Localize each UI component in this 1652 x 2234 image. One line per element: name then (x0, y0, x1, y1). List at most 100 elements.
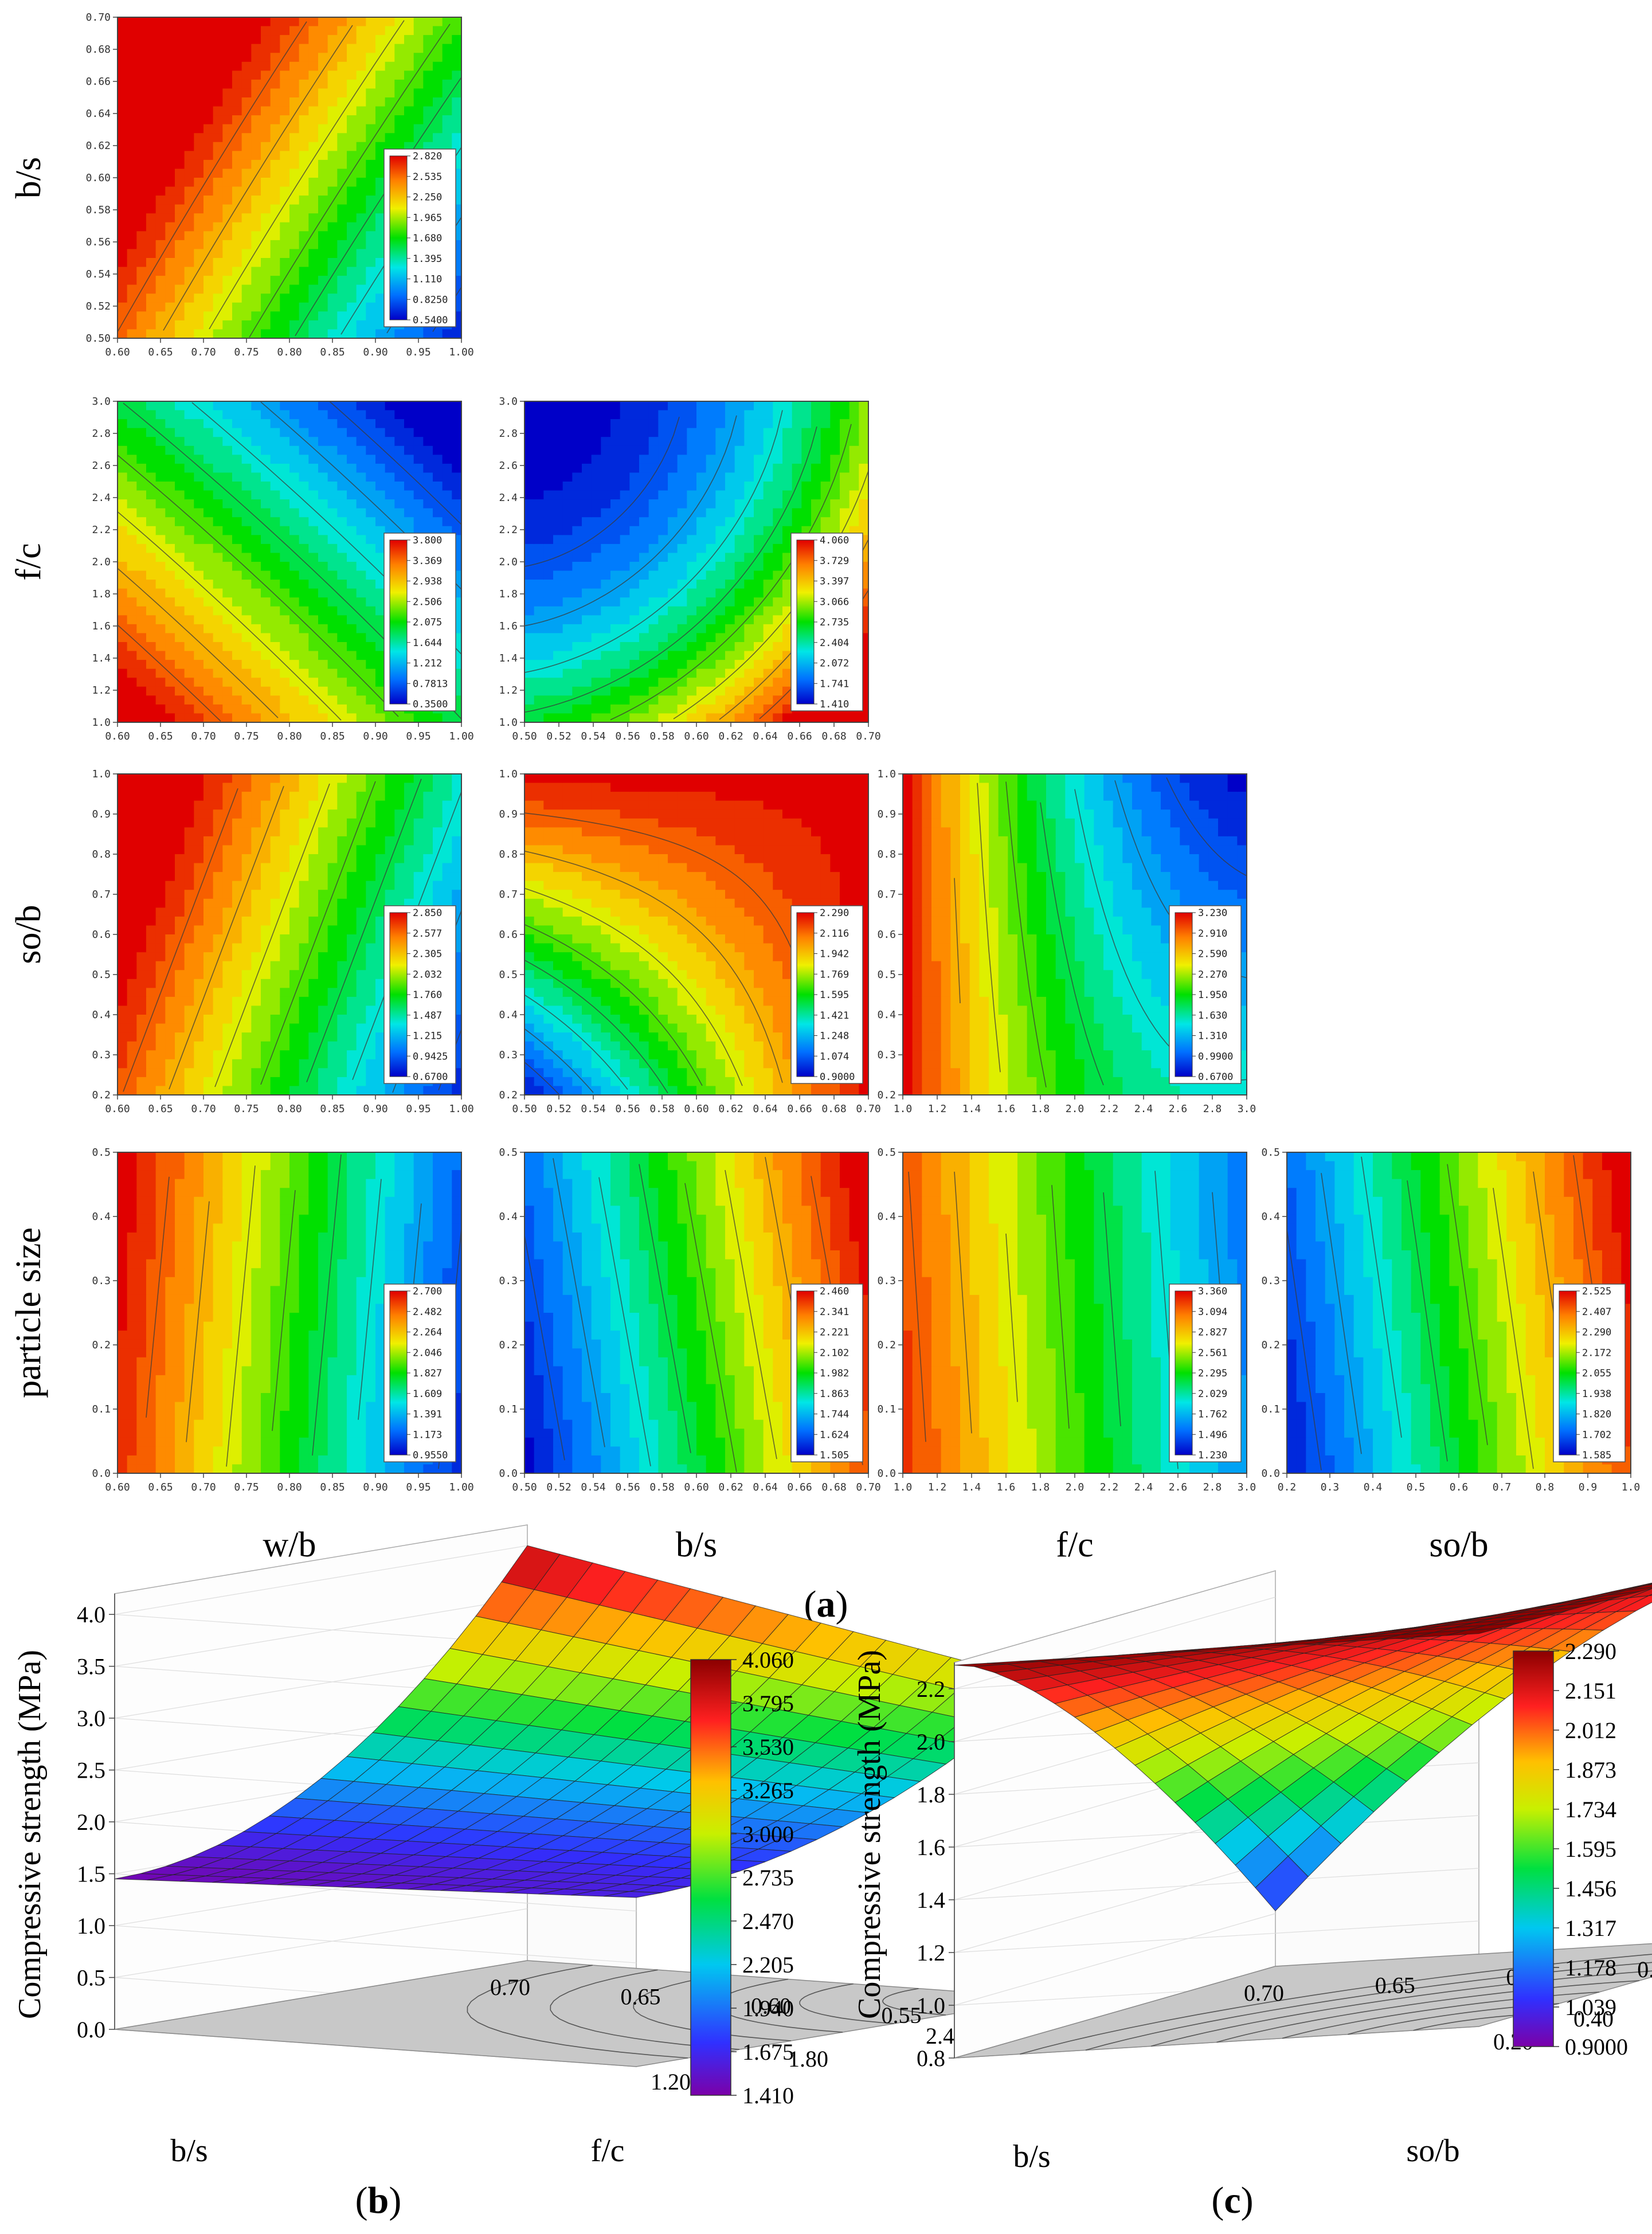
contour-cell (251, 482, 261, 491)
contour-cell (543, 669, 553, 678)
contour-cell (414, 472, 424, 482)
contour-cell (222, 205, 232, 214)
contour-cell (850, 428, 859, 437)
contour-cell (185, 294, 194, 303)
contour-cell (232, 1086, 242, 1095)
contour-cell (232, 535, 242, 544)
contour-cell (194, 934, 203, 944)
contour-cell (242, 827, 252, 836)
contour-cell (118, 26, 127, 36)
contour-cell (543, 410, 553, 420)
contour-cell (156, 410, 166, 420)
contour-cell (318, 863, 328, 873)
contour-cell (175, 320, 185, 330)
contour-cell (280, 240, 289, 249)
contour-cell (754, 428, 764, 437)
y-tick-label: 3.0 (92, 396, 111, 408)
contour-cell (782, 410, 792, 420)
contour-cell (811, 491, 821, 500)
contour-cell (582, 678, 592, 687)
contour-cell (357, 267, 366, 276)
contour-cell (337, 783, 347, 792)
contour-cell (629, 482, 639, 491)
contour-cell (299, 642, 309, 651)
contour-cell (289, 899, 299, 908)
contour-cell (534, 597, 544, 607)
contour-cell (299, 151, 309, 160)
contour-cell (165, 1015, 175, 1024)
contour-cell (754, 562, 764, 571)
contour-cell (289, 1024, 299, 1033)
contour-cell (347, 925, 357, 934)
contour-cell (754, 713, 764, 722)
contour-cell (280, 615, 289, 624)
contour-cell (299, 535, 309, 544)
contour-cell (271, 53, 280, 62)
contour-cell (136, 705, 146, 714)
contour-cell (271, 285, 280, 294)
contour-cell (715, 669, 725, 678)
contour-cell (347, 872, 357, 881)
contour-cell (261, 783, 271, 792)
contour-cell (687, 687, 696, 696)
contour-cell (299, 213, 309, 222)
contour-cell (357, 695, 366, 705)
contour-cell (394, 482, 404, 491)
contour-cell (175, 151, 185, 160)
contour-cell (375, 88, 385, 97)
contour-cell (543, 597, 553, 607)
contour-cell (357, 329, 366, 338)
contour-cell (136, 819, 146, 828)
contour-cell (118, 997, 127, 1006)
contour-cell (706, 580, 716, 589)
contour-cell (232, 997, 242, 1006)
contour-cell (782, 455, 792, 464)
contour-cell (357, 62, 366, 71)
contour-cell (735, 446, 745, 455)
contour-cell (194, 1077, 203, 1086)
contour-cell (156, 329, 166, 338)
contour-cell (203, 713, 213, 722)
contour-cell (232, 178, 242, 187)
contour-cell (261, 17, 271, 26)
contour-cell (251, 53, 261, 62)
contour-cell (213, 660, 223, 669)
contour-cell (118, 589, 127, 598)
contour-cell (165, 970, 175, 979)
contour-cell (859, 464, 868, 473)
contour-cell (649, 669, 659, 678)
contour-cell (213, 553, 223, 562)
contour-cell (754, 695, 764, 705)
contour-cell (764, 428, 773, 437)
contour-cell (308, 854, 318, 863)
contour-cell (859, 517, 868, 526)
contour-cell (299, 1042, 309, 1051)
contour-cell (754, 580, 764, 589)
contour-cell (156, 1006, 166, 1015)
contour-cell (146, 88, 156, 97)
contour-cell (744, 589, 754, 598)
contour-cell (165, 26, 175, 36)
contour-cell (773, 713, 782, 722)
contour-cell (553, 678, 563, 687)
contour-cell (639, 499, 649, 508)
contour-cell (452, 17, 461, 26)
contour-cell (337, 240, 347, 249)
contour-cell (271, 311, 280, 320)
contour-cell (859, 401, 868, 410)
contour-cell (668, 401, 678, 410)
contour-cell (194, 660, 203, 669)
contour-cell (610, 428, 620, 437)
contour-cell (534, 571, 544, 580)
contour-cell (261, 1059, 271, 1069)
contour-cell (773, 597, 782, 607)
contour-cell (232, 1042, 242, 1051)
contour-cell (213, 819, 223, 828)
contour-cell (222, 792, 232, 801)
contour-cell (242, 472, 252, 482)
contour-cell (289, 970, 299, 979)
contour-cell (764, 437, 773, 446)
contour-cell (629, 437, 639, 446)
contour-cell (261, 187, 271, 196)
contour-cell (118, 1032, 127, 1042)
